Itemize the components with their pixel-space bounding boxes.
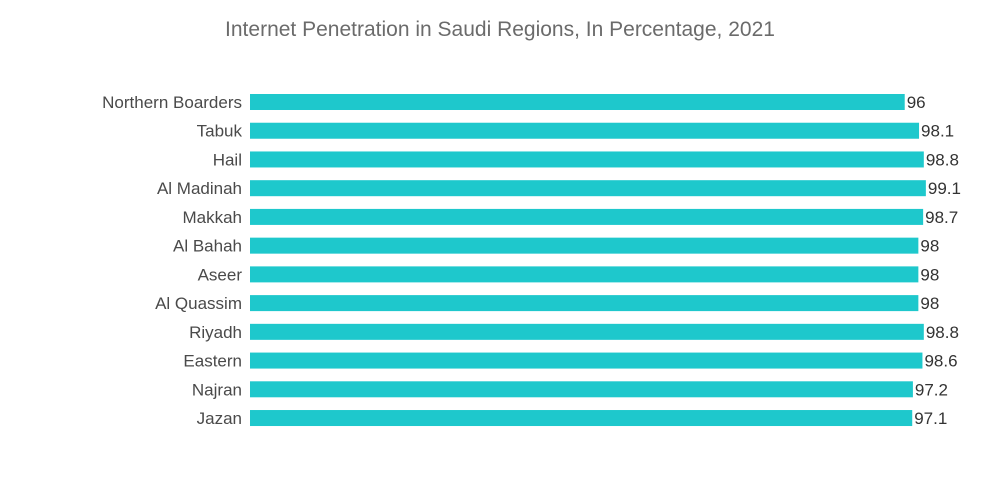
category-label: Makkah bbox=[182, 208, 242, 227]
bar bbox=[250, 295, 919, 312]
bar bbox=[250, 381, 913, 398]
category-label: Riyadh bbox=[189, 323, 242, 342]
data-label: 98.8 bbox=[926, 150, 959, 169]
data-label: 99.1 bbox=[928, 179, 961, 198]
data-label: 96 bbox=[907, 93, 926, 112]
category-label: Al Madinah bbox=[157, 179, 242, 198]
bar bbox=[250, 208, 924, 225]
bar bbox=[250, 266, 919, 283]
category-label: Jazan bbox=[197, 409, 242, 428]
chart-title: Internet Penetration in Saudi Regions, I… bbox=[225, 18, 775, 41]
bar bbox=[250, 94, 905, 110]
category-label: Tabuk bbox=[197, 122, 243, 141]
bar bbox=[250, 237, 919, 254]
category-label: Aseer bbox=[198, 265, 243, 284]
data-label: 97.1 bbox=[914, 409, 947, 428]
category-label: Al Quassim bbox=[155, 294, 242, 313]
data-label: 97.2 bbox=[915, 380, 948, 399]
data-label: 98 bbox=[920, 294, 939, 313]
category-label: Hail bbox=[213, 150, 242, 169]
data-label: 98.1 bbox=[921, 122, 954, 141]
category-label: Eastern bbox=[183, 352, 242, 371]
data-label: 98 bbox=[920, 265, 939, 284]
bar bbox=[250, 151, 924, 168]
data-label: 98.8 bbox=[926, 323, 959, 342]
bar bbox=[250, 352, 923, 369]
bar bbox=[250, 180, 926, 197]
bar bbox=[250, 410, 913, 427]
category-label: Al Bahah bbox=[173, 237, 242, 256]
data-label: 98.7 bbox=[925, 208, 958, 227]
bar bbox=[250, 122, 920, 139]
bar bbox=[250, 323, 924, 340]
data-label: 98.6 bbox=[924, 352, 957, 371]
category-label: Najran bbox=[192, 380, 242, 399]
data-label: 98 bbox=[920, 237, 939, 256]
category-label: Northern Boarders bbox=[102, 93, 242, 112]
